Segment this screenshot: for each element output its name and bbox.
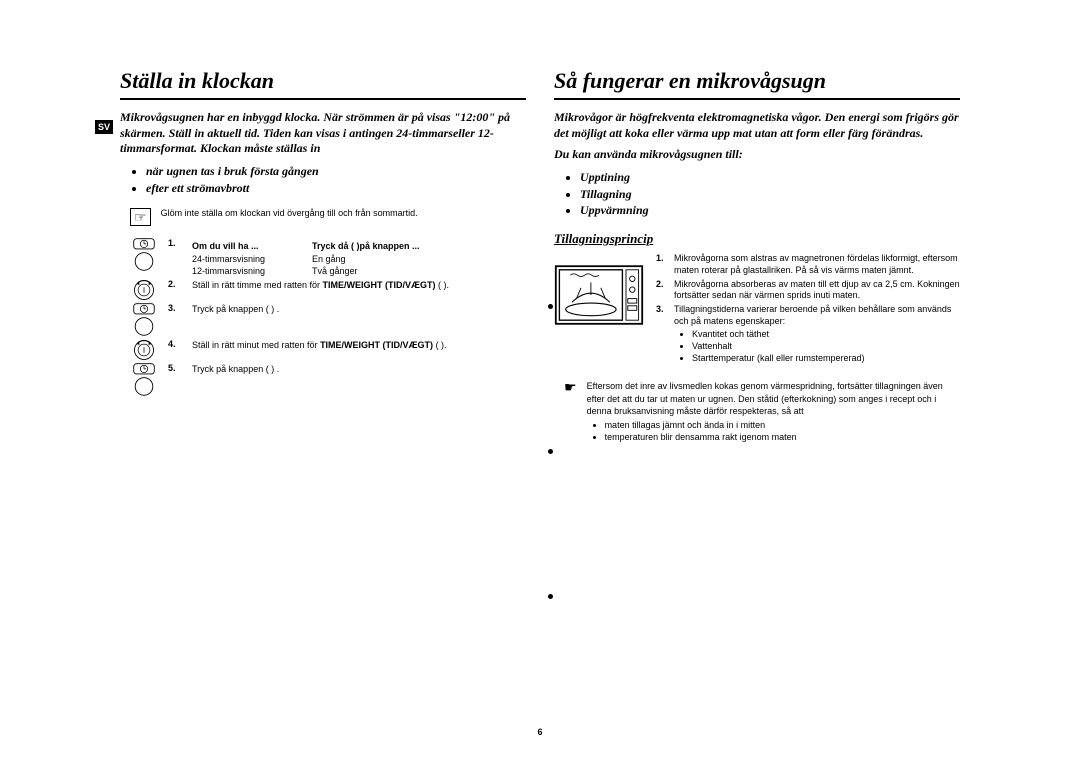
left-intro-bullets: när ugnen tas i bruk första gången efter… [120,163,526,197]
dial-icon [130,339,158,361]
step-row: 2. Ställ in rätt timme med ratten för TI… [130,279,526,301]
note-text: Glöm inte ställa om klockan vid övergång… [161,208,418,220]
step-row: 5. Tryck på knappen ( ) . [130,363,526,397]
left-column: SV Ställa in klockan Mikrovågsugnen har … [120,68,526,443]
right-intro: Mikrovågor är högfrekventa elektromagnet… [554,110,960,141]
step-number: 1. [168,238,182,248]
step-number: 4. [168,339,182,349]
step-body: Ställ in rätt minut med ratten för TIME/… [192,339,526,351]
binding-dots [548,304,553,599]
table-cell: Två gånger [312,265,526,277]
principle-item: Mikrovågorna absorberas av maten till et… [674,279,960,302]
step-number: 3. [168,303,182,313]
intro-bullet: efter ett strömavbrott [146,180,526,197]
step-body: Tryck på knappen ( ) . [192,363,526,375]
step-body: Ställ in rätt timme med ratten för TIME/… [192,279,526,291]
advice-bullet: temperaturen blir densamma rakt igenom m… [605,431,960,443]
principle-item: Mikrovågorna som alstras av magnetronen … [674,253,960,276]
microwave-illustration [554,259,644,336]
table-header: Tryck då ( )på knappen ... [312,240,526,252]
step-number: 2. [168,279,182,289]
step-row: 3. Tryck på knappen ( ) . [130,303,526,337]
advice-body: Eftersom det inre av livsmedlen kokas ge… [587,380,960,443]
clock-button-icon [130,238,158,272]
use-bullets: Upptining Tillagning Uppvärmning [554,169,960,219]
note-icon: ☞ [130,208,151,226]
principle-sub: Kvantitet och täthet [692,329,960,341]
advice-bullet: maten tillagas jämnt och ända in i mitte… [605,419,960,431]
step-body: Tryck på knappen ( ) . [192,303,526,315]
principle-subhead: Tillagningsprincip [554,231,960,247]
language-badge: SV [95,120,113,134]
note-row: ☞ Glöm inte ställa om klockan vid övergå… [130,208,526,226]
principle-sub: Vattenhalt [692,341,960,353]
step-number: 5. [168,363,182,373]
clock-button-icon [130,363,158,397]
step-body: Om du vill ha ... Tryck då ( )på knappen… [192,238,526,276]
step-row: 4. Ställ in rätt minut med ratten för TI… [130,339,526,361]
right-column: Så fungerar en mikrovågsugn Mikrovågor ä… [554,68,960,443]
intro-bullet: när ugnen tas i bruk första gången [146,163,526,180]
principle-item: Tillagningstiderna varierar beroende på … [674,304,960,364]
use-bullet: Upptining [580,169,960,186]
use-bullet: Uppvärmning [580,202,960,219]
right-title: Så fungerar en mikrovågsugn [554,68,960,100]
table-cell: 24-timmarsvisning [192,253,312,265]
table-cell: En gång [312,253,526,265]
dial-icon [130,279,158,301]
table-cell: 12-timmarsvisning [192,265,312,277]
left-title: Ställa in klockan [120,68,526,100]
table-header: Om du vill ha ... [192,240,312,252]
advice-block: ☛ Eftersom det inre av livsmedlen kokas … [564,380,960,443]
use-bullet: Tillagning [580,186,960,203]
clock-button-icon [130,303,158,337]
steps-list: 1. Om du vill ha ... Tryck då ( )på knap… [130,238,526,396]
step-row: 1. Om du vill ha ... Tryck då ( )på knap… [130,238,526,276]
left-intro: Mikrovågsugnen har en inbyggd klocka. Nä… [120,110,526,157]
principle-sub: Starttemperatur (kall eller rumstemperer… [692,353,960,365]
pointer-icon: ☛ [564,380,577,443]
use-lead: Du kan använda mikrovågsugnen till: [554,147,960,163]
principle-row: 1.Mikrovågorna som alstras av magnetrone… [554,253,960,366]
principle-list: 1.Mikrovågorna som alstras av magnetrone… [656,253,960,366]
page-number: 6 [537,727,542,737]
